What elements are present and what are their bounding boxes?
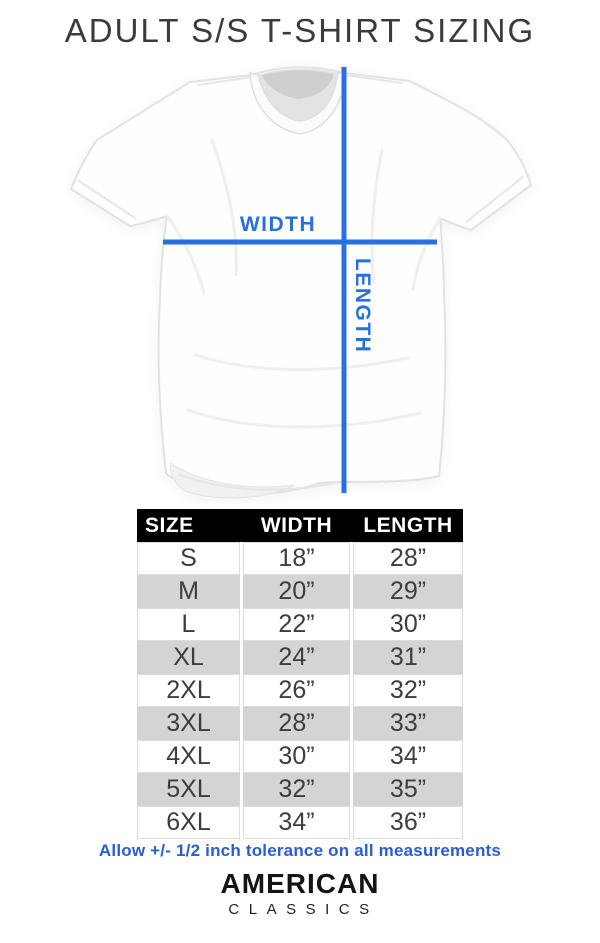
- size-cell: 6XL: [137, 806, 240, 839]
- table-row-xl: XL 24” 31”: [137, 641, 463, 674]
- tshirt-image: WIDTH LENGTH: [69, 66, 533, 499]
- table-row-3xl: 3XL 28” 33”: [137, 707, 463, 740]
- length-cell: 32”: [353, 674, 463, 707]
- page-title: ADULT S/S T-SHIRT SIZING: [64, 12, 536, 49]
- table-row-2xl: 2XL 26” 32”: [137, 674, 463, 707]
- length-cell: 35”: [353, 773, 463, 806]
- size-table-body: S 18” 28” M 20” 29” L 22” 30” XL 24” 31”…: [137, 542, 463, 839]
- size-cell: 2XL: [137, 674, 240, 707]
- size-cell: 4XL: [137, 740, 240, 773]
- length-cell: 29”: [353, 575, 463, 608]
- length-label: LENGTH: [351, 258, 374, 353]
- length-cell: 30”: [353, 608, 463, 641]
- brand-subname: CLASSICS: [228, 901, 379, 918]
- table-row-6xl: 6XL 34” 36”: [137, 806, 463, 839]
- column-header-width: WIDTH: [260, 514, 333, 537]
- size-cell: S: [137, 542, 240, 575]
- column-header-length: LENGTH: [363, 514, 453, 537]
- table-row-4xl: 4XL 30” 34”: [137, 740, 463, 773]
- size-cell: 3XL: [137, 707, 240, 740]
- width-cell: 28”: [243, 707, 350, 740]
- size-cell: M: [137, 575, 240, 608]
- length-cell: 31”: [353, 641, 463, 674]
- tshirt-diagram: WIDTH LENGTH: [0, 55, 600, 505]
- length-cell: 28”: [353, 542, 463, 575]
- length-cell: 33”: [353, 707, 463, 740]
- table-row-s: S 18” 28”: [137, 542, 463, 575]
- width-cell: 24”: [243, 641, 350, 674]
- width-cell: 22”: [243, 608, 350, 641]
- size-table-header: SIZE WIDTH LENGTH: [137, 509, 463, 542]
- width-cell: 32”: [243, 773, 350, 806]
- table-row-m: M 20” 29”: [137, 575, 463, 608]
- tshirt-illustration: [69, 66, 533, 499]
- length-cell: 36”: [353, 806, 463, 839]
- column-header-size: SIZE: [145, 514, 194, 537]
- width-cell: 34”: [243, 806, 350, 839]
- size-table: SIZE WIDTH LENGTH S 18” 28” M 20” 29” L …: [137, 509, 463, 839]
- width-label: WIDTH: [240, 213, 316, 236]
- size-cell: 5XL: [137, 773, 240, 806]
- width-cell: 30”: [243, 740, 350, 773]
- tolerance-note: Allow +/- 1/2 inch tolerance on all meas…: [98, 841, 502, 860]
- size-cell: XL: [137, 641, 240, 674]
- width-cell: 26”: [243, 674, 350, 707]
- table-row-l: L 22” 30”: [137, 608, 463, 641]
- width-cell: 20”: [243, 575, 350, 608]
- brand-name: AMERICAN: [220, 868, 380, 899]
- brand-logo: AMERICAN CLASSICS: [0, 868, 600, 918]
- length-cell: 34”: [353, 740, 463, 773]
- width-cell: 18”: [243, 542, 350, 575]
- table-row-5xl: 5XL 32” 35”: [137, 773, 463, 806]
- size-cell: L: [137, 608, 240, 641]
